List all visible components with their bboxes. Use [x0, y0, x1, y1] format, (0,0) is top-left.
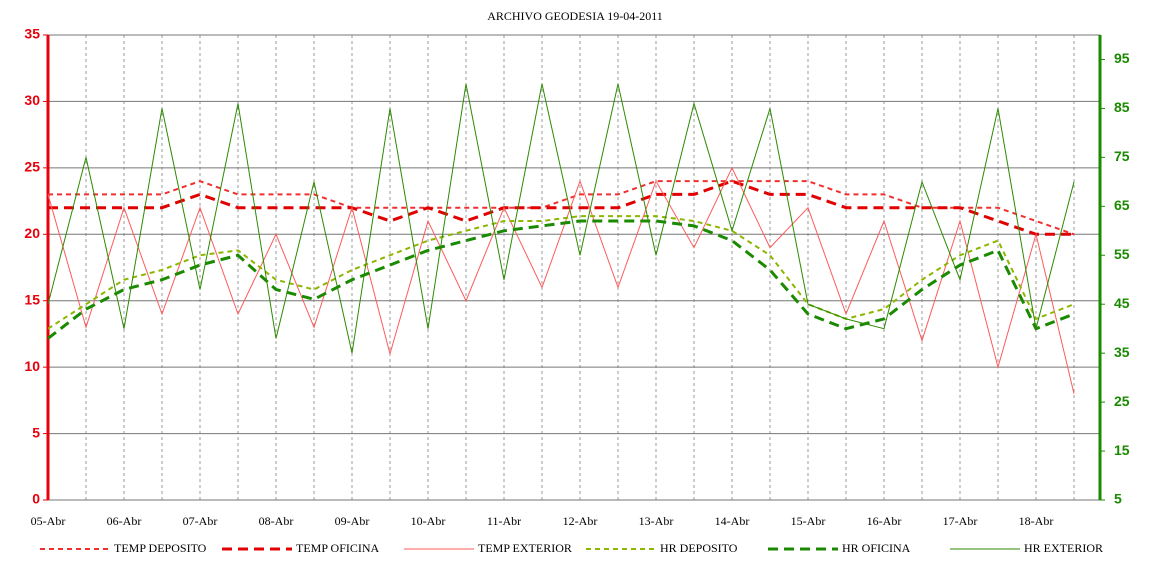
y-tick-label: 5 — [32, 424, 40, 440]
legend-label: HR EXTERIOR — [1024, 541, 1103, 555]
y2-tick-label: 45 — [1114, 295, 1130, 311]
y2-tick-label: 5 — [1114, 491, 1122, 507]
x-tick-label: 08-Abr — [259, 514, 294, 528]
y2-tick-label: 15 — [1114, 442, 1130, 458]
legend-label: HR OFICINA — [842, 541, 911, 555]
legend-label: TEMP DEPOSITO — [114, 541, 207, 555]
x-tick-label: 05-Abr — [31, 514, 66, 528]
x-tick-label: 10-Abr — [411, 514, 446, 528]
y-tick-label: 30 — [24, 92, 40, 108]
y2-tick-label: 35 — [1114, 344, 1130, 360]
y-tick-label: 10 — [24, 358, 40, 374]
y-tick-label: 35 — [24, 26, 40, 42]
x-tick-label: 07-Abr — [183, 514, 218, 528]
series-line — [47, 219, 1075, 340]
series-line — [47, 83, 1075, 354]
x-tick-label: 18-Abr — [1019, 514, 1054, 528]
plot-area — [47, 34, 1101, 501]
y2-tick-label: 65 — [1114, 197, 1130, 213]
x-tick-label: 11-Abr — [487, 514, 521, 528]
x-tick-label: 16-Abr — [867, 514, 902, 528]
chart-title: ARCHIVO GEODESIA 19-04-2011 — [487, 9, 663, 23]
legend-label: TEMP OFICINA — [296, 541, 380, 555]
legend-label: TEMP EXTERIOR — [478, 541, 572, 555]
series-line — [48, 180, 1075, 236]
x-tick-label: 13-Abr — [639, 514, 674, 528]
x-tick-label: 09-Abr — [335, 514, 370, 528]
series-line — [47, 215, 1075, 330]
y2-tick-label: 95 — [1114, 50, 1130, 66]
series-line — [47, 166, 1075, 394]
x-tick-label: 12-Abr — [563, 514, 598, 528]
y2-tick-label: 85 — [1114, 99, 1130, 115]
x-tick-label: 15-Abr — [791, 514, 826, 528]
y2-tick-label: 25 — [1114, 393, 1130, 409]
legend-label: HR DEPOSITO — [660, 541, 738, 555]
y-tick-label: 15 — [24, 291, 40, 307]
y2-tick-label: 55 — [1114, 246, 1130, 262]
y-tick-label: 25 — [24, 159, 40, 175]
y-tick-label: 20 — [24, 225, 40, 241]
x-tick-label: 17-Abr — [943, 514, 978, 528]
y-tick-label: 0 — [32, 491, 40, 507]
y2-tick-label: 75 — [1114, 148, 1130, 164]
x-tick-label: 14-Abr — [715, 514, 750, 528]
x-tick-label: 06-Abr — [107, 514, 142, 528]
